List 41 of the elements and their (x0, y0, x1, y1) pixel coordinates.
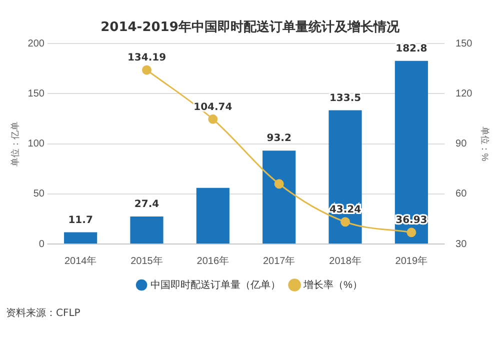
y-tick-label: 150 (28, 88, 45, 100)
bar (64, 232, 98, 244)
y-axis-title: 单位：亿单 (10, 121, 20, 166)
data-label: 134.19 (127, 52, 166, 64)
legend-label: 中国即时配送订单量（亿单） (150, 278, 281, 291)
y2-tick-label: 120 (456, 88, 473, 100)
x-tick-label: 2018年 (329, 254, 362, 267)
y-tick-label: 0 (38, 238, 45, 250)
point (208, 114, 218, 124)
data-label: 36.93 (396, 215, 428, 226)
x-tick-label: 2019年 (395, 254, 428, 267)
legend-label: 增长率（%） (302, 278, 362, 291)
y-tick-label: 50 (33, 188, 45, 200)
x-tick-label: 2016年 (196, 254, 230, 267)
chart-title: 2014-2019年中国即时配送订单量统计及增长情况 (100, 19, 400, 36)
bar (262, 150, 296, 244)
bar (130, 216, 164, 244)
data-label: 43.24 (329, 204, 362, 216)
data-label: 133.5 (329, 92, 362, 104)
y2-tick-label: 150 (456, 38, 473, 50)
text: 资料来源：CFLP (6, 306, 80, 320)
y2-tick-label: 90 (456, 138, 468, 150)
x-tick-label: 2017年 (262, 254, 296, 267)
y2-tick-label: 30 (456, 238, 468, 250)
bar (328, 110, 362, 244)
y2-tick-label: 60 (456, 188, 468, 200)
y2-axis-title: 单位：% (480, 126, 490, 162)
data-label: 93.2 (266, 133, 292, 144)
x-tick-label: 2014年 (64, 254, 97, 267)
point (142, 65, 152, 75)
data-label: 27.4 (134, 199, 160, 210)
data-label: 11.7 (68, 214, 93, 226)
bar (196, 188, 230, 244)
point (340, 217, 350, 227)
bar (394, 60, 428, 244)
y-tick-label: 200 (28, 38, 45, 50)
point (274, 179, 284, 189)
y-tick-label: 100 (28, 138, 45, 150)
point (406, 228, 416, 238)
data-label: 182.8 (396, 43, 428, 54)
x-tick-label: 2015年 (130, 254, 163, 267)
